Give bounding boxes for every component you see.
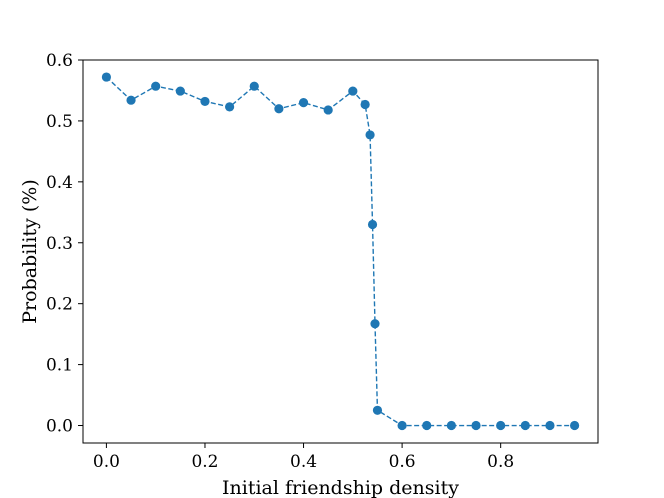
data-point: [520, 420, 530, 431]
axis-ticks: 0.0 0.2 0.4 0.6 0.8 0.0 0.1 0.2 0.3 0.4 0.5 0.6: [46, 51, 514, 472]
plot-area: [83, 60, 598, 443]
x-tick-label: 0.8: [487, 452, 514, 472]
y-tick-label: 0.6: [46, 51, 73, 71]
data-point: [348, 86, 358, 96]
data-point: [496, 420, 506, 431]
data-point: [101, 72, 112, 82]
data-point: [372, 405, 383, 415]
y-tick-label: 0.3: [46, 234, 73, 254]
data-point: [367, 219, 378, 230]
y-tick-label: 0.2: [46, 295, 73, 315]
x-axis-label: Initial friendship density: [222, 477, 459, 498]
data-point: [126, 95, 136, 105]
data-point: [545, 420, 555, 431]
data-point: [365, 130, 375, 140]
data-point: [569, 420, 580, 431]
data-point: [200, 96, 210, 107]
data-point: [175, 86, 185, 96]
data-point: [274, 104, 284, 114]
y-tick-label: 0.4: [46, 173, 73, 193]
data-point: [370, 319, 380, 329]
y-axis-label: Probability (%): [19, 179, 41, 323]
data-point: [323, 105, 333, 115]
data-point: [422, 420, 432, 431]
data-point: [397, 420, 407, 431]
data-point: [446, 420, 456, 431]
data-point: [249, 81, 259, 91]
x-tick-label: 0.4: [290, 452, 317, 472]
x-tick-label: 0.6: [389, 452, 416, 472]
plot-frame: [82, 59, 599, 444]
x-tick-label: 0.2: [191, 452, 218, 472]
data-point: [151, 81, 161, 91]
data-point: [360, 99, 370, 110]
data-point: [225, 102, 235, 112]
y-tick-label: 0.1: [46, 356, 73, 376]
data-point: [471, 420, 481, 431]
y-tick-label: 0.0: [46, 417, 73, 437]
data-point: [298, 98, 309, 108]
series-layer: [101, 72, 580, 431]
y-tick-label: 0.5: [46, 112, 73, 132]
x-tick-label: 0.0: [93, 452, 120, 472]
